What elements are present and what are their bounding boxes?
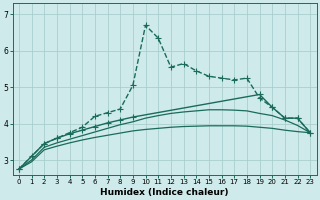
X-axis label: Humidex (Indice chaleur): Humidex (Indice chaleur) bbox=[100, 188, 229, 197]
